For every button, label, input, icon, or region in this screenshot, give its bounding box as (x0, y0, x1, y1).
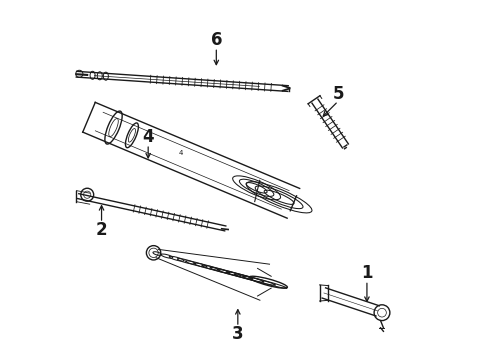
Text: 4: 4 (143, 128, 154, 146)
Text: 4: 4 (178, 150, 183, 156)
Text: 3: 3 (232, 325, 244, 343)
Text: 2: 2 (96, 221, 107, 239)
Text: 6: 6 (211, 31, 222, 49)
Text: 1: 1 (361, 264, 373, 282)
Text: 5: 5 (333, 85, 344, 103)
